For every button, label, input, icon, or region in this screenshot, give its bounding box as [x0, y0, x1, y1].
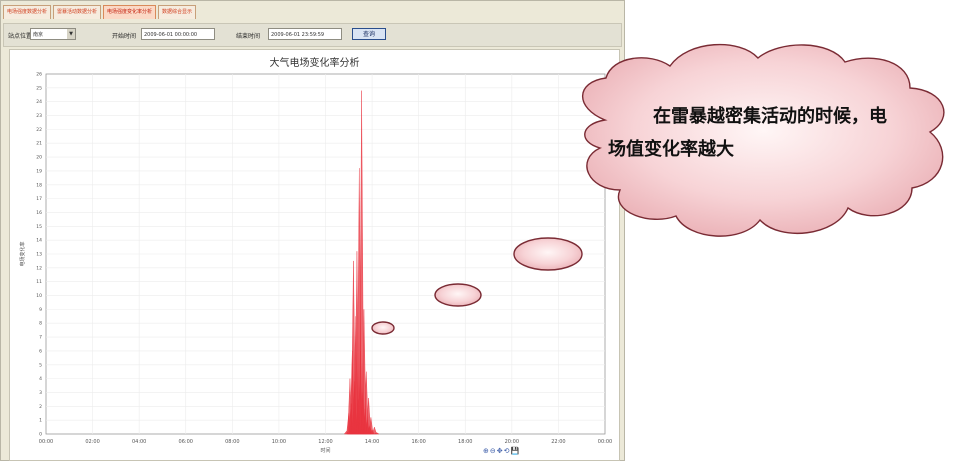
x-tick-label: 14:00: [365, 439, 379, 445]
y-tick-label: 12: [36, 265, 42, 271]
start-time-label: 开始时间: [112, 33, 137, 40]
y-tick-label: 1: [39, 418, 42, 424]
y-tick-label: 24: [36, 99, 42, 105]
x-tick-label: 16:00: [411, 439, 425, 445]
start-time-input[interactable]: 2009-06-01 00:00:00: [141, 28, 215, 40]
query-toolbar: 站点位置 南京 ▼ 开始时间 2009-06-01 00:00:00 结束时间 …: [3, 23, 622, 47]
y-tick-label: 25: [36, 85, 42, 91]
y-tick-label: 22: [36, 127, 42, 133]
app-window: 电场强度数据分析 雷暴活动数据分析 电场强度变化率分析 数据综合显示 站点位置 …: [0, 0, 625, 461]
x-axis-label: 时间: [320, 447, 330, 454]
y-tick-label: 0: [39, 432, 42, 438]
chevron-down-icon[interactable]: ▼: [67, 29, 75, 39]
y-tick-label: 9: [39, 307, 42, 313]
x-tick-label: 00:00: [39, 439, 53, 445]
x-tick-label: 08:00: [225, 439, 239, 445]
y-tick-label: 23: [36, 113, 42, 119]
end-time-input[interactable]: 2009-06-01 23:59:59: [268, 28, 342, 40]
y-tick-label: 7: [39, 335, 42, 341]
x-tick-label: 06:00: [179, 439, 193, 445]
chart-panel: 大气电场变化率分析 0 1 2 3 4 5 6 7 8 9 10 11 12 13 14 15 16 17 18 19…: [9, 49, 620, 461]
query-button[interactable]: 查询: [352, 28, 386, 40]
y-axis-label: 电场变化率: [19, 241, 26, 266]
x-tick-label: 18:00: [458, 439, 472, 445]
y-tick-label: 18: [36, 182, 42, 188]
y-tick-label: 3: [39, 390, 42, 396]
chart-title: 大气电场变化率分析: [269, 58, 360, 69]
tab-change-rate[interactable]: 电场强度变化率分析: [103, 5, 157, 19]
tab-combined[interactable]: 数据综合显示: [158, 5, 197, 19]
change-rate-chart: 0123456789101112131415161718192021222324…: [19, 72, 612, 455]
station-label: 站点位置: [8, 33, 33, 40]
x-tick-label: 00:00: [598, 439, 612, 445]
y-tick-label: 13: [36, 252, 42, 258]
x-tick-label: 20:00: [505, 439, 519, 445]
y-tick-label: 8: [39, 321, 42, 327]
y-tick-label: 16: [36, 210, 42, 216]
x-tick-label: 12:00: [318, 439, 332, 445]
y-tick-label: 2: [39, 404, 42, 410]
y-tick-label: 11: [36, 279, 42, 285]
station-select[interactable]: 南京 ▼: [30, 28, 76, 40]
data-spike: [373, 432, 380, 435]
y-tick-label: 5: [39, 362, 42, 368]
tab-bar: 电场强度数据分析 雷暴活动数据分析 电场强度变化率分析 数据综合显示: [3, 5, 622, 20]
y-tick-label: 10: [36, 293, 42, 299]
end-time-label: 结束时间: [236, 33, 261, 40]
station-value: 南京: [33, 32, 44, 38]
y-tick-label: 15: [36, 224, 42, 230]
x-tick-label: 10:00: [272, 439, 286, 445]
callout-text: 在雷暴越密集活动的时候，电场值变化率越大: [608, 106, 887, 160]
y-tick-label: 19: [36, 168, 42, 174]
y-tick-label: 14: [36, 238, 42, 244]
y-tick-label: 20: [36, 155, 42, 161]
x-tick-label: 04:00: [132, 439, 146, 445]
tab-thunderstorm[interactable]: 雷暴活动数据分析: [53, 5, 102, 19]
y-tick-label: 26: [36, 72, 42, 78]
chart-tools[interactable]: ⊕⊖✥⟲💾: [483, 447, 521, 455]
y-tick-label: 6: [39, 348, 42, 354]
x-tick-label: 02:00: [85, 439, 99, 445]
x-tick-label: 22:00: [551, 439, 565, 445]
y-tick-label: 4: [39, 376, 42, 382]
y-tick-label: 17: [36, 196, 42, 202]
y-tick-label: 21: [36, 141, 42, 147]
tab-field-strength[interactable]: 电场强度数据分析: [3, 5, 52, 19]
